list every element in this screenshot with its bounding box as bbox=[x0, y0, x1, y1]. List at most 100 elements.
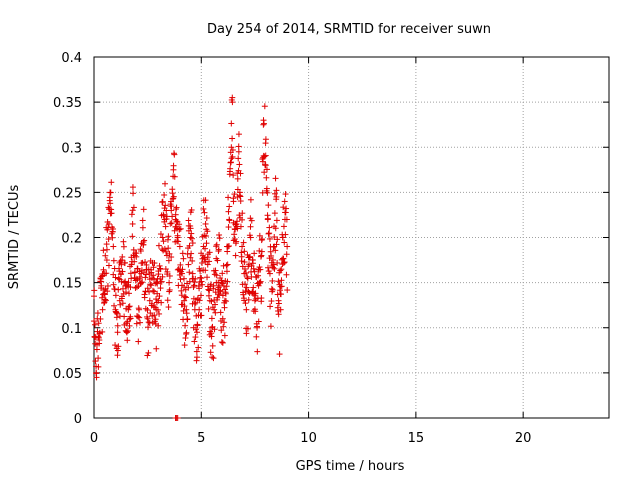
data-point bbox=[94, 310, 101, 317]
data-point bbox=[104, 282, 111, 289]
data-point bbox=[199, 233, 206, 240]
data-point bbox=[105, 236, 112, 243]
data-point bbox=[119, 300, 126, 307]
data-point bbox=[150, 272, 157, 279]
data-point bbox=[117, 258, 124, 265]
data-point bbox=[110, 243, 117, 250]
data-point bbox=[281, 216, 288, 223]
data-point bbox=[200, 205, 207, 212]
data-point bbox=[258, 295, 265, 302]
data-point bbox=[182, 294, 189, 301]
data-point bbox=[219, 339, 226, 346]
data-point bbox=[160, 238, 167, 245]
data-point bbox=[257, 278, 264, 285]
data-point bbox=[139, 259, 146, 266]
data-point bbox=[156, 265, 163, 272]
data-point bbox=[205, 286, 212, 293]
data-point bbox=[174, 415, 181, 421]
data-point bbox=[165, 233, 172, 240]
data-point bbox=[168, 207, 175, 214]
data-point bbox=[281, 198, 288, 205]
data-point bbox=[190, 283, 197, 290]
data-point bbox=[114, 329, 121, 336]
data-point bbox=[178, 270, 185, 277]
data-point bbox=[256, 279, 263, 286]
data-point bbox=[274, 259, 281, 266]
data-point bbox=[206, 297, 213, 304]
y-tick-label: 0.05 bbox=[53, 367, 82, 382]
data-point bbox=[110, 225, 117, 232]
data-point bbox=[215, 284, 222, 291]
x-tick-label: 20 bbox=[515, 431, 532, 446]
data-point bbox=[129, 233, 136, 240]
data-point bbox=[271, 265, 278, 272]
data-point bbox=[279, 234, 286, 241]
data-point bbox=[266, 224, 273, 231]
data-point bbox=[130, 190, 137, 197]
data-point bbox=[151, 288, 158, 295]
data-point bbox=[126, 322, 133, 329]
data-point bbox=[256, 264, 263, 271]
data-point bbox=[224, 261, 231, 268]
data-point bbox=[275, 297, 282, 304]
data-point bbox=[227, 165, 234, 172]
data-point bbox=[159, 273, 166, 280]
data-point bbox=[268, 298, 275, 305]
data-point bbox=[115, 286, 122, 293]
data-point bbox=[267, 323, 274, 330]
data-point bbox=[262, 152, 269, 159]
data-point bbox=[102, 252, 109, 259]
data-point bbox=[206, 287, 213, 294]
data-point bbox=[235, 155, 242, 162]
data-point bbox=[102, 297, 109, 304]
data-point bbox=[274, 236, 281, 243]
data-point bbox=[271, 233, 278, 240]
data-point bbox=[103, 241, 110, 248]
data-point bbox=[222, 290, 229, 297]
data-point bbox=[254, 324, 261, 331]
data-point bbox=[223, 283, 230, 290]
data-point bbox=[93, 369, 100, 376]
data-point bbox=[163, 248, 170, 255]
data-point bbox=[171, 173, 178, 180]
data-point bbox=[265, 202, 272, 209]
data-point bbox=[148, 300, 155, 307]
data-point bbox=[194, 322, 201, 329]
data-point bbox=[244, 275, 251, 282]
data-point bbox=[202, 267, 209, 274]
data-point bbox=[209, 324, 216, 331]
data-point bbox=[158, 278, 165, 285]
data-point bbox=[214, 257, 221, 264]
data-point bbox=[189, 270, 196, 277]
data-point bbox=[239, 243, 246, 250]
data-point bbox=[282, 231, 289, 238]
data-point bbox=[238, 253, 245, 260]
data-point bbox=[91, 287, 98, 294]
data-point bbox=[205, 292, 212, 299]
data-point bbox=[97, 275, 104, 282]
data-point bbox=[169, 213, 176, 220]
data-point bbox=[197, 292, 204, 299]
data-point bbox=[132, 269, 139, 276]
data-point bbox=[284, 243, 291, 250]
data-point bbox=[271, 190, 278, 197]
data-point bbox=[223, 268, 230, 275]
data-point bbox=[280, 223, 287, 230]
data-point bbox=[284, 287, 291, 294]
data-point bbox=[120, 238, 127, 245]
data-point bbox=[224, 278, 231, 285]
data-point bbox=[283, 251, 290, 258]
data-point bbox=[157, 231, 164, 238]
data-point bbox=[140, 239, 147, 246]
data-point bbox=[229, 99, 236, 106]
data-point bbox=[273, 187, 280, 194]
data-point bbox=[176, 243, 183, 250]
data-point bbox=[261, 169, 268, 176]
plot-frame bbox=[93, 56, 610, 419]
data-point bbox=[266, 270, 273, 277]
data-point bbox=[112, 274, 119, 281]
data-point bbox=[235, 148, 242, 155]
data-point bbox=[264, 216, 271, 223]
data-point bbox=[193, 354, 200, 361]
data-point bbox=[231, 231, 238, 238]
